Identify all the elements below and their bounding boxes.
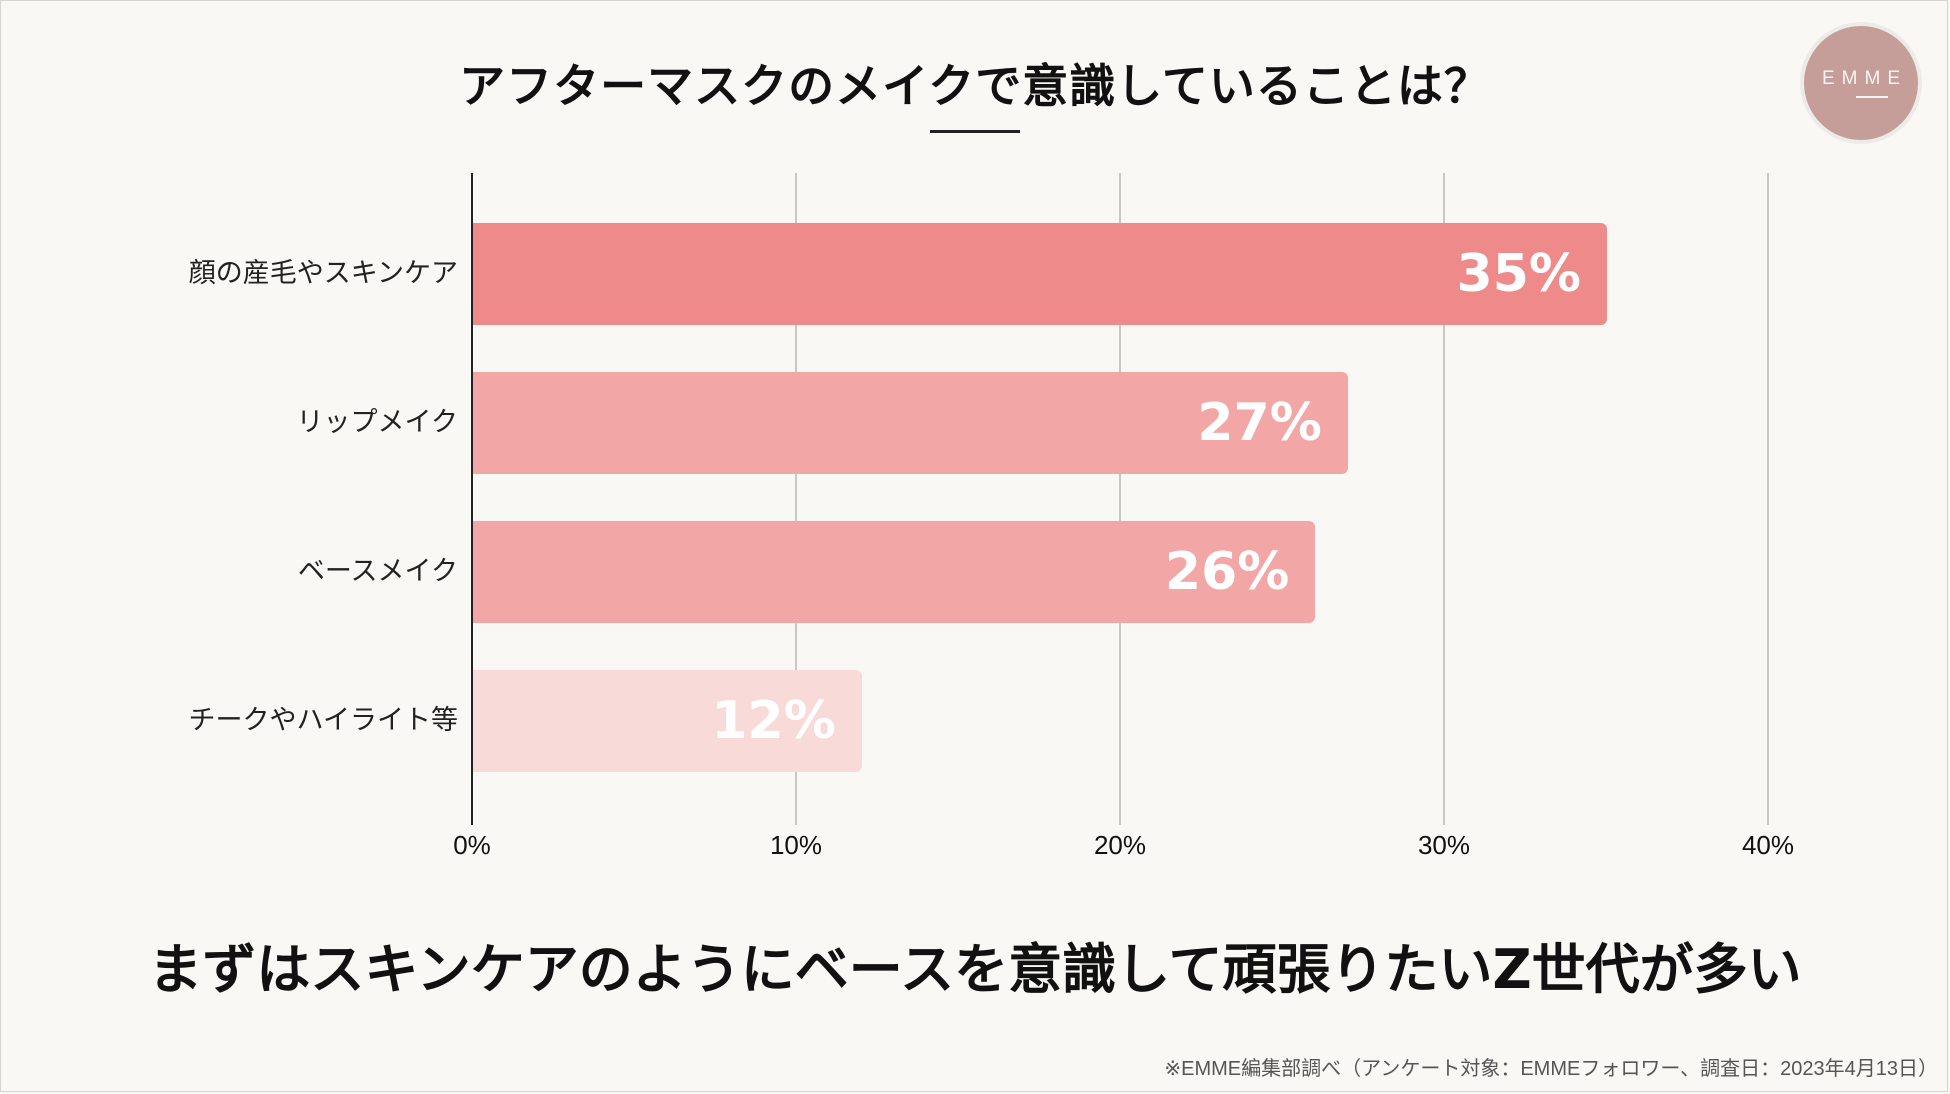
emme-logo: EMME	[1800, 22, 1922, 144]
x-tick-label: 20%	[1093, 830, 1147, 860]
gridline-20	[1119, 173, 1121, 825]
gridline-30	[1443, 173, 1445, 825]
category-label: 顔の産毛やスキンケア	[188, 258, 458, 289]
takeaway-text: まずはスキンケアのようにベースを意識して頑張りたいZ世代が多い	[148, 938, 1802, 1001]
category-label: ベースメイク	[297, 556, 458, 587]
category-label: リップメイク	[296, 407, 458, 438]
bar-value-label: 35%	[1456, 244, 1581, 304]
gridline-10	[795, 173, 797, 825]
x-tick-label: 10%	[769, 830, 823, 860]
logo-text: EMME	[1822, 68, 1907, 89]
bar-cheek-highlight: 12%	[473, 670, 862, 772]
bar-base-makeup: 26%	[473, 521, 1316, 623]
x-tick-label: 40%	[1741, 830, 1795, 860]
chart-title: アフターマスクのメイクで意識していることは？	[459, 59, 1491, 113]
x-tick-label: 0%	[453, 830, 491, 860]
x-tick-label: 30%	[1417, 830, 1471, 860]
gridline-40	[1767, 173, 1769, 825]
y-axis-line	[471, 173, 473, 825]
bar-skincare: 35%	[473, 223, 1607, 325]
bar-value-label: 26%	[1164, 542, 1290, 602]
title-underline	[930, 130, 1020, 133]
category-label: チークやハイライト等	[188, 705, 458, 736]
bar-lip-makeup: 27%	[473, 372, 1348, 474]
source-note: ※EMME編集部調べ（アンケート対象：EMMEフォロワー、調査日：2023年4月…	[1164, 1058, 1938, 1080]
logo-underline	[1856, 96, 1888, 98]
bar-value-label: 27%	[1197, 393, 1322, 453]
bar-value-label: 12%	[711, 691, 836, 751]
